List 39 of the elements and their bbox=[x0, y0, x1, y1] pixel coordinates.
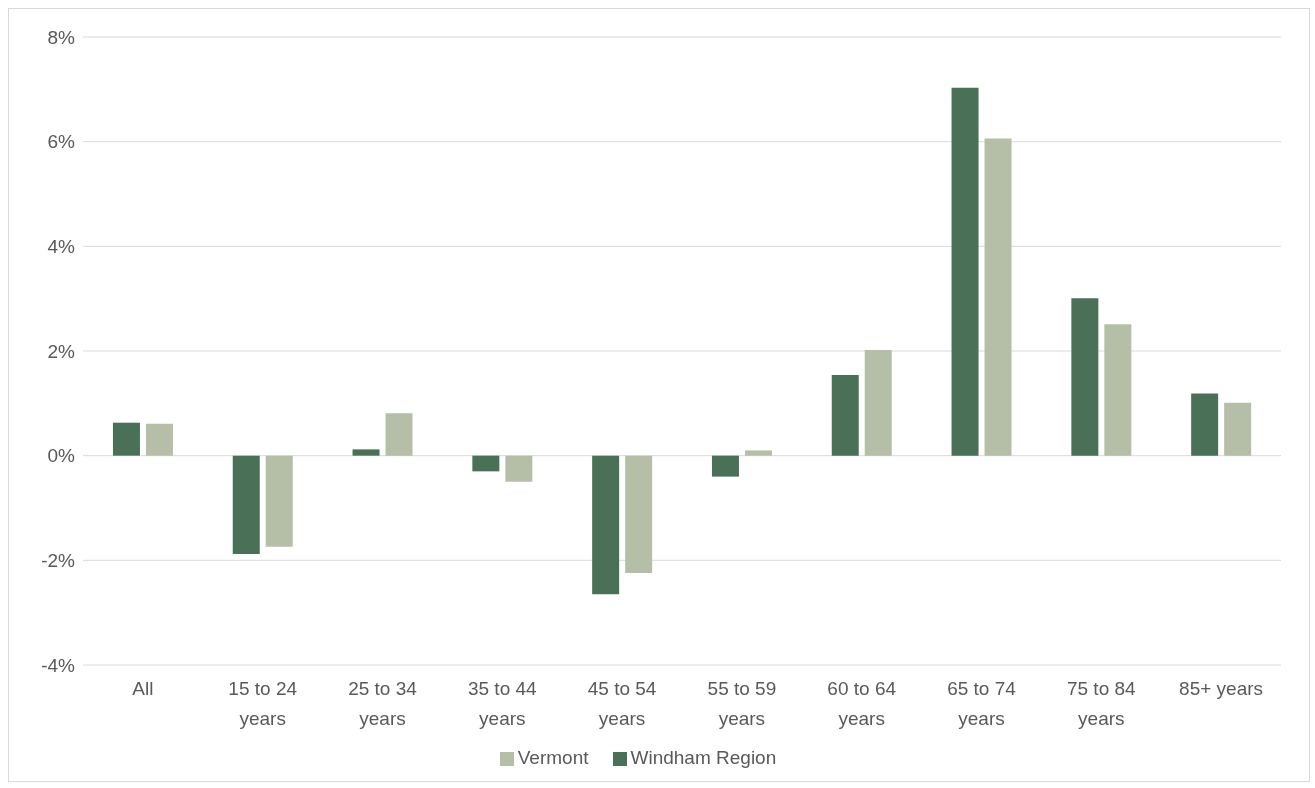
y-tick-label: -2% bbox=[41, 550, 76, 572]
bar bbox=[984, 138, 1012, 456]
x-tick-label: 35 to 44 years bbox=[467, 678, 538, 729]
x-tick-label: 15 to 24 years bbox=[228, 678, 298, 729]
x-tick-label: 60 to 64 years bbox=[827, 678, 897, 729]
bar bbox=[711, 455, 739, 477]
x-tick-label: 25 to 34 years bbox=[348, 678, 418, 729]
x-tick-label: 65 to 74 years bbox=[947, 678, 1017, 729]
bar bbox=[505, 455, 533, 482]
bar bbox=[864, 349, 892, 456]
x-tick-label: 45 to 54 years bbox=[587, 678, 657, 729]
bar bbox=[232, 455, 260, 555]
y-tick-label: 2% bbox=[47, 340, 76, 362]
bar bbox=[265, 455, 293, 547]
bar bbox=[385, 413, 413, 456]
bar bbox=[472, 455, 500, 472]
y-tick-label: -4% bbox=[41, 654, 76, 676]
y-tick-label: 0% bbox=[47, 445, 76, 467]
bar bbox=[592, 455, 620, 595]
x-tick-label: 75 to 84 years bbox=[1066, 678, 1137, 729]
bar bbox=[112, 422, 140, 456]
bar bbox=[1104, 324, 1132, 456]
legend-label: Windham Region bbox=[630, 747, 777, 768]
legend-label: Vermont bbox=[517, 747, 589, 768]
bar bbox=[352, 449, 380, 456]
bar bbox=[1191, 393, 1219, 456]
bar bbox=[831, 375, 859, 456]
y-tick-label: 4% bbox=[47, 236, 76, 258]
x-tick-label: 55 to 59 years bbox=[707, 678, 777, 729]
x-tick-label: All bbox=[132, 678, 154, 699]
y-tick-label: 8% bbox=[47, 26, 76, 48]
x-tick-label: 85+ years bbox=[1179, 678, 1264, 699]
bar bbox=[145, 423, 173, 456]
bar bbox=[1071, 298, 1099, 456]
bar bbox=[625, 455, 653, 573]
y-tick-label: 6% bbox=[47, 131, 76, 153]
bar bbox=[951, 87, 979, 456]
bar bbox=[1224, 402, 1252, 456]
bar bbox=[744, 450, 772, 456]
